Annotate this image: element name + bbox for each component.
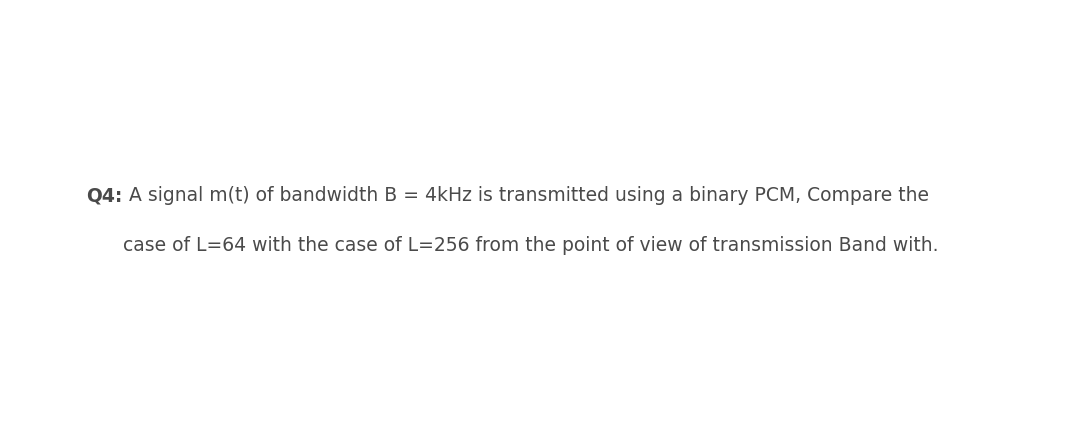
Text: case of L=64 with the case of L=256 from the point of view of transmission Band : case of L=64 with the case of L=256 from…: [123, 236, 939, 255]
Text: Q4:: Q4:: [86, 186, 123, 205]
Text: A signal m(t) of bandwidth B = 4kHz is transmitted using a binary PCM, Compare t: A signal m(t) of bandwidth B = 4kHz is t…: [123, 186, 929, 205]
